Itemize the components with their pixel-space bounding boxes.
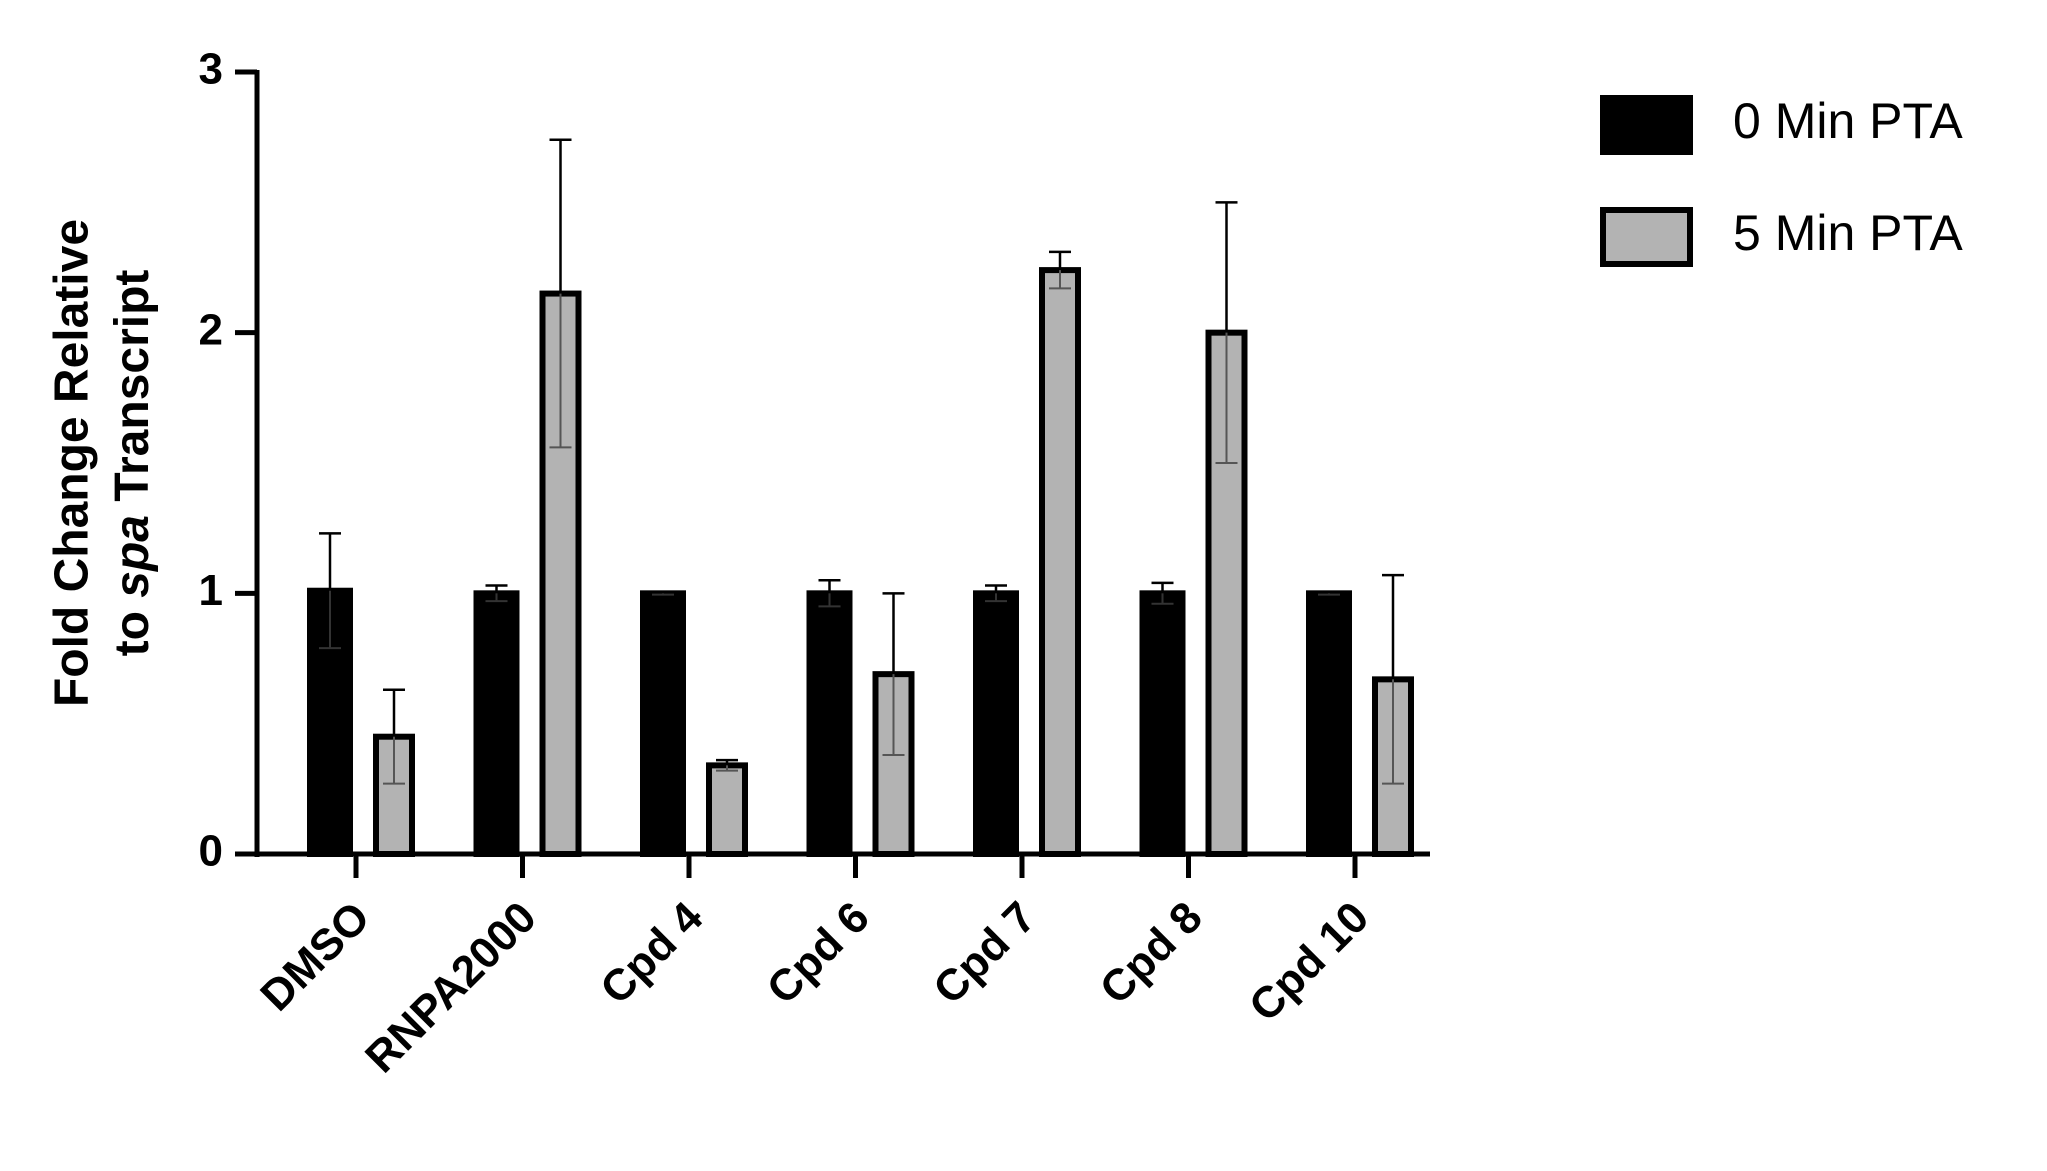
bar [640, 590, 686, 857]
x-tick-label: Cpd 6 [758, 893, 879, 1014]
bar [1139, 590, 1186, 857]
bar [973, 590, 1019, 857]
y-tick-label: 0 [199, 827, 223, 876]
error-bar [716, 758, 738, 772]
error-bar [383, 688, 405, 785]
error-bar [485, 584, 508, 603]
y-label-part: spa [106, 515, 159, 598]
error-bar [1382, 573, 1404, 785]
legend-swatch [1600, 207, 1693, 267]
bar [1039, 267, 1081, 857]
error-bar [1151, 581, 1174, 605]
x-tick-label: Cpd 4 [591, 892, 712, 1013]
y-tick-label: 1 [199, 566, 223, 615]
legend-label: 0 Min PTA [1733, 93, 1963, 149]
bar [1306, 590, 1352, 857]
y-label-part: to [106, 611, 159, 656]
error-bar [549, 138, 572, 449]
bar [806, 590, 853, 857]
x-tick-label: RNPA2000 [356, 893, 546, 1083]
y-label-part: Transcript [106, 270, 159, 502]
x-tick-label: Cpd 10 [1240, 893, 1378, 1031]
y-label-line: Fold Change Relative [46, 219, 99, 707]
error-bar [652, 590, 674, 596]
error-bar [1049, 250, 1071, 290]
legend-swatch [1600, 95, 1693, 155]
error-bar [818, 579, 841, 608]
bar [473, 590, 520, 857]
x-tick-label: Cpd 7 [924, 893, 1045, 1014]
error-bar [1318, 590, 1340, 596]
legend-label: 5 Min PTA [1733, 205, 1963, 261]
y-tick-label: 2 [199, 305, 223, 354]
error-bar [985, 584, 1007, 603]
x-tick-label: Cpd 8 [1091, 893, 1212, 1014]
x-tick-label: DMSO [251, 893, 379, 1021]
error-bar [1215, 201, 1238, 464]
bar [706, 762, 748, 858]
y-tick-label: 3 [199, 45, 223, 94]
y-label-line: to spa Transcript [106, 270, 159, 657]
error-bar [882, 592, 905, 756]
error-bar [319, 532, 341, 650]
y-axis-title: Fold Change Relative to spa Transcript [46, 219, 159, 707]
